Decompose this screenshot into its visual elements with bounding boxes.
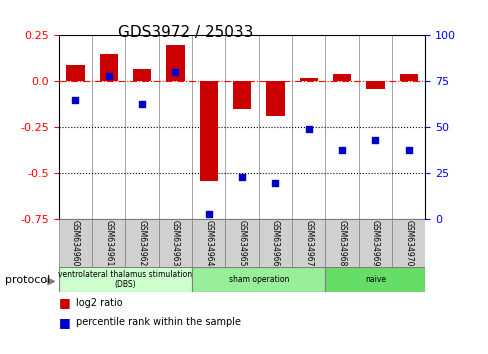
Text: GSM634963: GSM634963 <box>170 220 180 267</box>
Bar <box>265 81 284 116</box>
Bar <box>366 81 384 89</box>
Text: GSM634964: GSM634964 <box>204 220 213 267</box>
Text: GSM634970: GSM634970 <box>404 220 412 267</box>
FancyBboxPatch shape <box>291 219 325 267</box>
Point <box>104 73 112 79</box>
FancyBboxPatch shape <box>125 219 159 267</box>
Text: ventrolateral thalamus stimulation
(DBS): ventrolateral thalamus stimulation (DBS) <box>58 270 192 289</box>
Text: GSM634965: GSM634965 <box>237 220 246 267</box>
Text: GSM634969: GSM634969 <box>370 220 379 267</box>
Point <box>271 180 279 185</box>
Bar <box>166 45 184 81</box>
Text: GDS3972 / 25033: GDS3972 / 25033 <box>118 25 253 40</box>
FancyBboxPatch shape <box>258 219 291 267</box>
FancyBboxPatch shape <box>59 267 192 292</box>
FancyBboxPatch shape <box>59 219 92 267</box>
Bar <box>100 54 118 81</box>
Text: percentile rank within the sample: percentile rank within the sample <box>76 317 240 327</box>
Bar <box>199 81 218 181</box>
Text: GSM634968: GSM634968 <box>337 220 346 267</box>
FancyBboxPatch shape <box>192 219 225 267</box>
Text: naive: naive <box>364 275 385 284</box>
Point <box>404 147 412 152</box>
FancyBboxPatch shape <box>358 219 391 267</box>
FancyBboxPatch shape <box>325 219 358 267</box>
FancyBboxPatch shape <box>192 267 325 292</box>
Text: ■: ■ <box>59 316 70 329</box>
Point <box>304 126 312 132</box>
Text: GSM634960: GSM634960 <box>71 220 80 267</box>
Text: protocol: protocol <box>5 275 50 285</box>
FancyBboxPatch shape <box>325 267 425 292</box>
Text: GSM634967: GSM634967 <box>304 220 313 267</box>
Bar <box>299 78 317 81</box>
Point <box>138 101 145 106</box>
FancyBboxPatch shape <box>159 219 192 267</box>
FancyBboxPatch shape <box>92 219 125 267</box>
Text: GSM634961: GSM634961 <box>104 220 113 267</box>
Text: GSM634962: GSM634962 <box>137 220 146 267</box>
Bar <box>66 65 84 81</box>
Text: log2 ratio: log2 ratio <box>76 298 122 308</box>
Text: sham operation: sham operation <box>228 275 288 284</box>
Point <box>71 97 79 103</box>
Point <box>204 211 212 217</box>
Point <box>371 137 379 143</box>
Point <box>238 174 245 180</box>
Text: GSM634966: GSM634966 <box>270 220 279 267</box>
Point <box>338 147 346 152</box>
Bar <box>332 74 350 81</box>
FancyBboxPatch shape <box>225 219 258 267</box>
Text: ■: ■ <box>59 296 70 309</box>
Point <box>171 69 179 75</box>
Bar <box>133 69 151 81</box>
FancyBboxPatch shape <box>391 219 425 267</box>
Bar <box>232 81 251 109</box>
Bar <box>399 74 417 81</box>
